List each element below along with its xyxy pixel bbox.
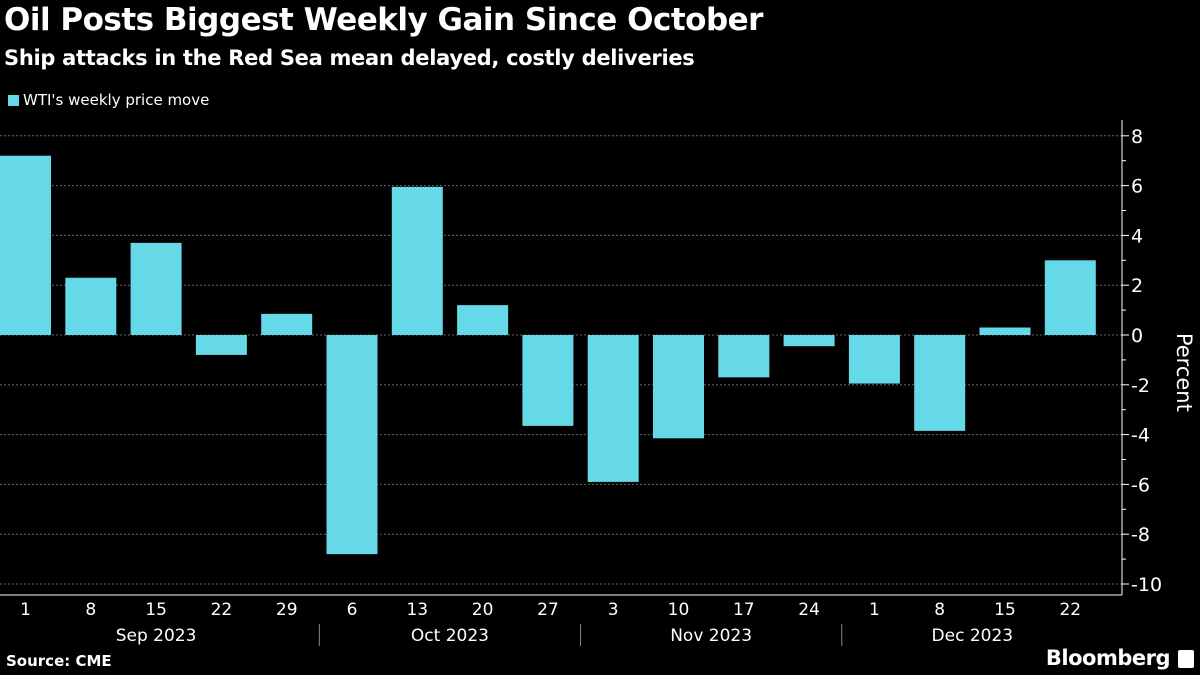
x-group-label: Nov 2023 [670, 626, 752, 646]
bar [457, 305, 509, 335]
x-tick-label: 10 [668, 600, 690, 620]
y-tick-label: 2 [1131, 275, 1143, 297]
y-axis-label: Percent [1172, 333, 1196, 412]
x-tick-label: 1 [20, 600, 31, 620]
x-tick-label: 1 [869, 600, 880, 620]
x-tick-label: 15 [145, 600, 167, 620]
bar [1044, 260, 1096, 335]
x-tick-label: 17 [733, 600, 755, 620]
y-tick-label: 6 [1131, 176, 1143, 198]
x-tick-label: 8 [85, 600, 96, 620]
bar [522, 335, 574, 426]
y-tick-label: -10 [1131, 574, 1162, 596]
bar [653, 335, 704, 439]
x-tick-label: 8 [934, 600, 945, 620]
x-tick-label: 6 [347, 600, 358, 620]
chart-title: Oil Posts Biggest Weekly Gain Since Octo… [4, 2, 763, 38]
bar [195, 335, 247, 355]
x-group-label: Sep 2023 [116, 626, 197, 646]
bar [914, 335, 966, 431]
bar [783, 335, 835, 347]
x-tick-label: 27 [537, 600, 559, 620]
bar [979, 327, 1031, 335]
bar [130, 242, 182, 335]
bar [326, 335, 378, 555]
x-tick-label: 15 [994, 600, 1016, 620]
bar [718, 335, 770, 378]
legend: WTI's weekly price move [8, 91, 209, 109]
y-tick-label: 0 [1131, 325, 1143, 347]
source-note: Source: CME [6, 652, 112, 670]
y-tick-label: -2 [1131, 375, 1150, 397]
x-tick-label: 20 [472, 600, 494, 620]
bar [391, 186, 443, 335]
legend-label: WTI's weekly price move [23, 91, 210, 109]
chart-subtitle: Ship attacks in the Red Sea mean delayed… [4, 46, 695, 70]
x-tick-label: 13 [406, 600, 428, 620]
bar [261, 313, 313, 335]
x-tick-label: 22 [1059, 600, 1081, 620]
x-tick-label: 29 [276, 600, 298, 620]
bloomberg-icon [1178, 650, 1194, 668]
y-tick-label: -4 [1131, 425, 1150, 447]
bar [65, 277, 117, 335]
y-tick-label: 8 [1131, 126, 1143, 148]
x-tick-label: 22 [211, 600, 233, 620]
y-tick-label: 4 [1131, 225, 1143, 247]
x-group-label: Dec 2023 [932, 626, 1014, 646]
bar [848, 335, 900, 384]
brand-logo: Bloomberg [1045, 646, 1171, 670]
bar [0, 155, 51, 335]
y-tick-label: -8 [1131, 524, 1150, 546]
legend-swatch [8, 94, 19, 106]
x-group-label: Oct 2023 [411, 626, 489, 646]
bar [587, 335, 639, 482]
y-tick-label: -6 [1131, 474, 1150, 496]
x-tick-label: 3 [608, 600, 619, 620]
x-tick-label: 24 [798, 600, 820, 620]
